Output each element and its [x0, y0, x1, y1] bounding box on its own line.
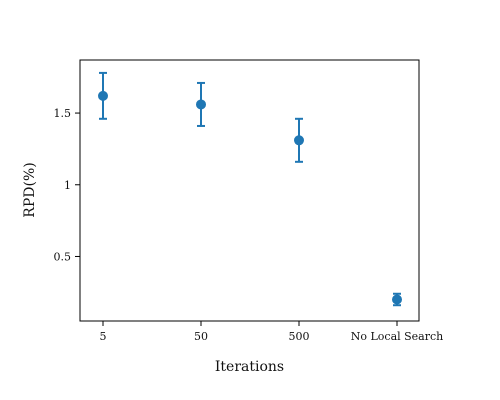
data-point: [196, 99, 206, 110]
y-tick-label: 0.5: [54, 250, 72, 263]
y-tick-label: 1: [64, 179, 71, 192]
x-axis: 5 50 500 No Local Search: [100, 321, 444, 343]
y-axis-title: RPD(%): [22, 162, 38, 217]
x-tick-label: No Local Search: [351, 330, 444, 343]
x-tick-label: 50: [194, 330, 208, 343]
plot-frame: [79, 59, 420, 322]
x-tick-label: 5: [100, 330, 107, 343]
x-tick-label: 500: [289, 330, 310, 343]
x-axis-title: Iterations: [215, 359, 284, 375]
data-point: [392, 294, 402, 305]
y-tick-label: 1.5: [54, 107, 72, 120]
y-axis: 0.5 1 1.5: [54, 107, 80, 263]
data-point: [294, 135, 304, 146]
series-group: [98, 71, 402, 307]
data-point: [98, 90, 108, 101]
